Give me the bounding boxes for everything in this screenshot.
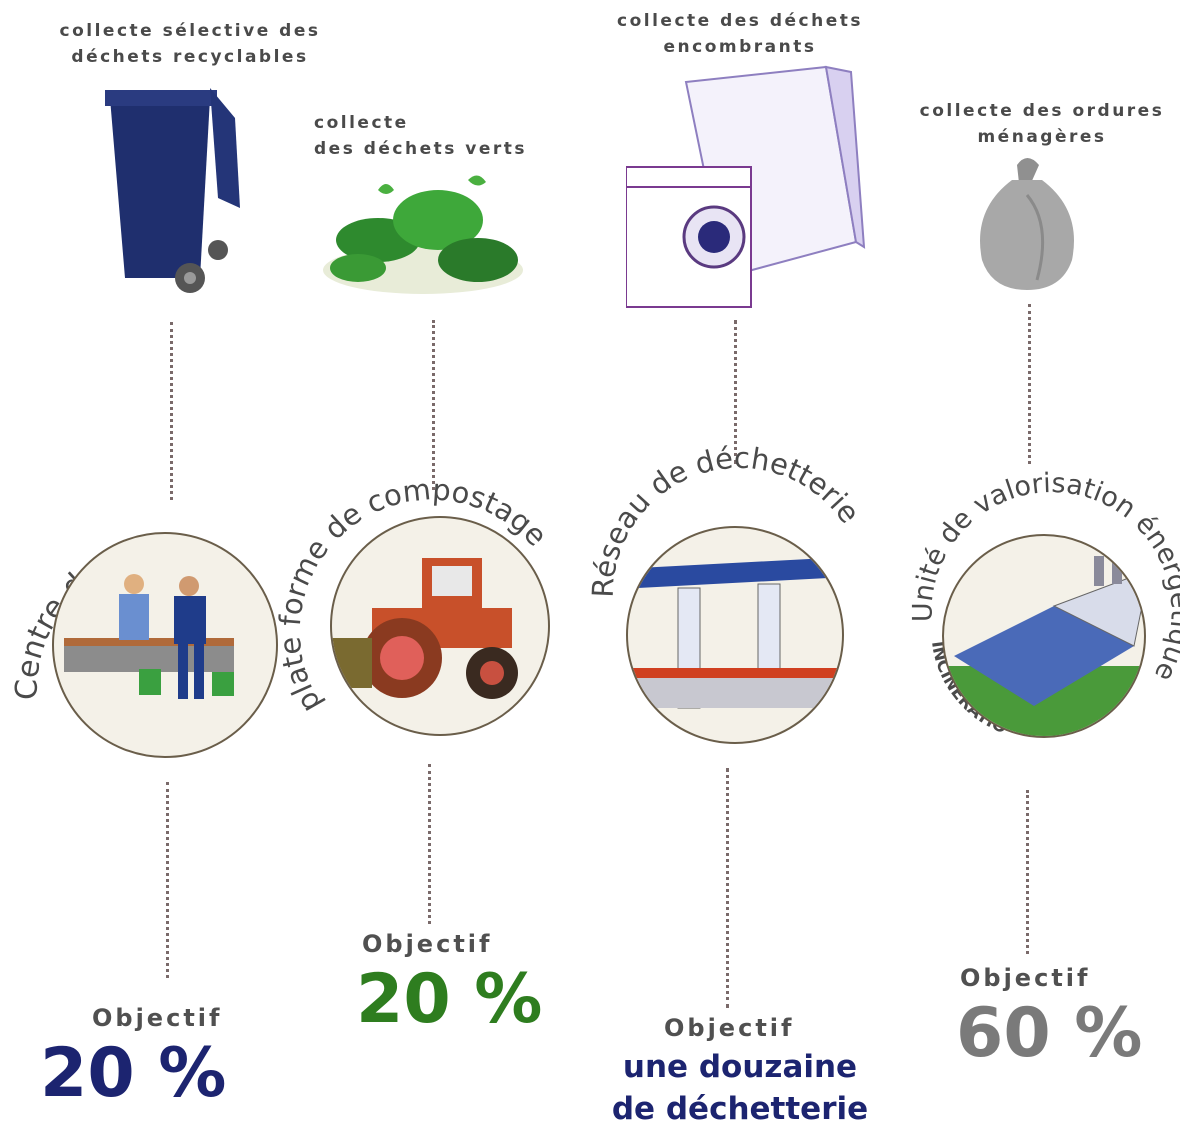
bulky-waste-icon xyxy=(626,65,866,308)
connector-line xyxy=(170,322,173,500)
connector-line xyxy=(1028,304,1031,464)
objective-label: Objectif xyxy=(362,930,493,958)
connector-line xyxy=(432,320,435,490)
facility-circle-dechetterie xyxy=(626,526,844,744)
connector-line xyxy=(726,768,729,1008)
objective-value: 60 % xyxy=(956,994,1143,1073)
objective-value: 20 % xyxy=(356,960,543,1039)
facility-circle-compostage xyxy=(330,516,550,736)
objective-label: Objectif xyxy=(664,1014,795,1042)
sorting-workers-illustration xyxy=(64,574,234,699)
trash-bag-icon xyxy=(980,158,1074,290)
caption-bulky-waste: collecte des déchets encombrants xyxy=(617,11,863,57)
facility-circle-centre-de-tri xyxy=(52,532,278,758)
objective-value: une douzaine de déchetterie xyxy=(590,1046,890,1130)
tractor-illustration xyxy=(332,558,518,699)
connector-line xyxy=(166,782,169,978)
incineration-plant-illustration xyxy=(944,554,1144,736)
wheelie-bin-icon xyxy=(105,88,240,293)
caption-green-waste: collecte des déchets verts xyxy=(314,113,528,159)
connector-line xyxy=(734,320,737,464)
green-waste-icon xyxy=(323,175,523,294)
objective-value: 20 % xyxy=(40,1034,227,1113)
objective-label: Objectif xyxy=(960,964,1091,992)
objective-value-line2: de déchetterie xyxy=(611,1091,869,1127)
connector-line xyxy=(1026,790,1029,954)
caption-household-waste: collecte des ordures ménagères xyxy=(919,101,1165,147)
objective-label: Objectif xyxy=(92,1004,223,1032)
facility-circle-valorisation xyxy=(942,534,1146,738)
objective-value-line1: une douzaine xyxy=(622,1049,858,1085)
connector-line xyxy=(428,764,431,924)
recycling-centre-illustration xyxy=(628,558,842,709)
caption-recyclables: collecte sélective des déchets recyclabl… xyxy=(59,21,321,67)
